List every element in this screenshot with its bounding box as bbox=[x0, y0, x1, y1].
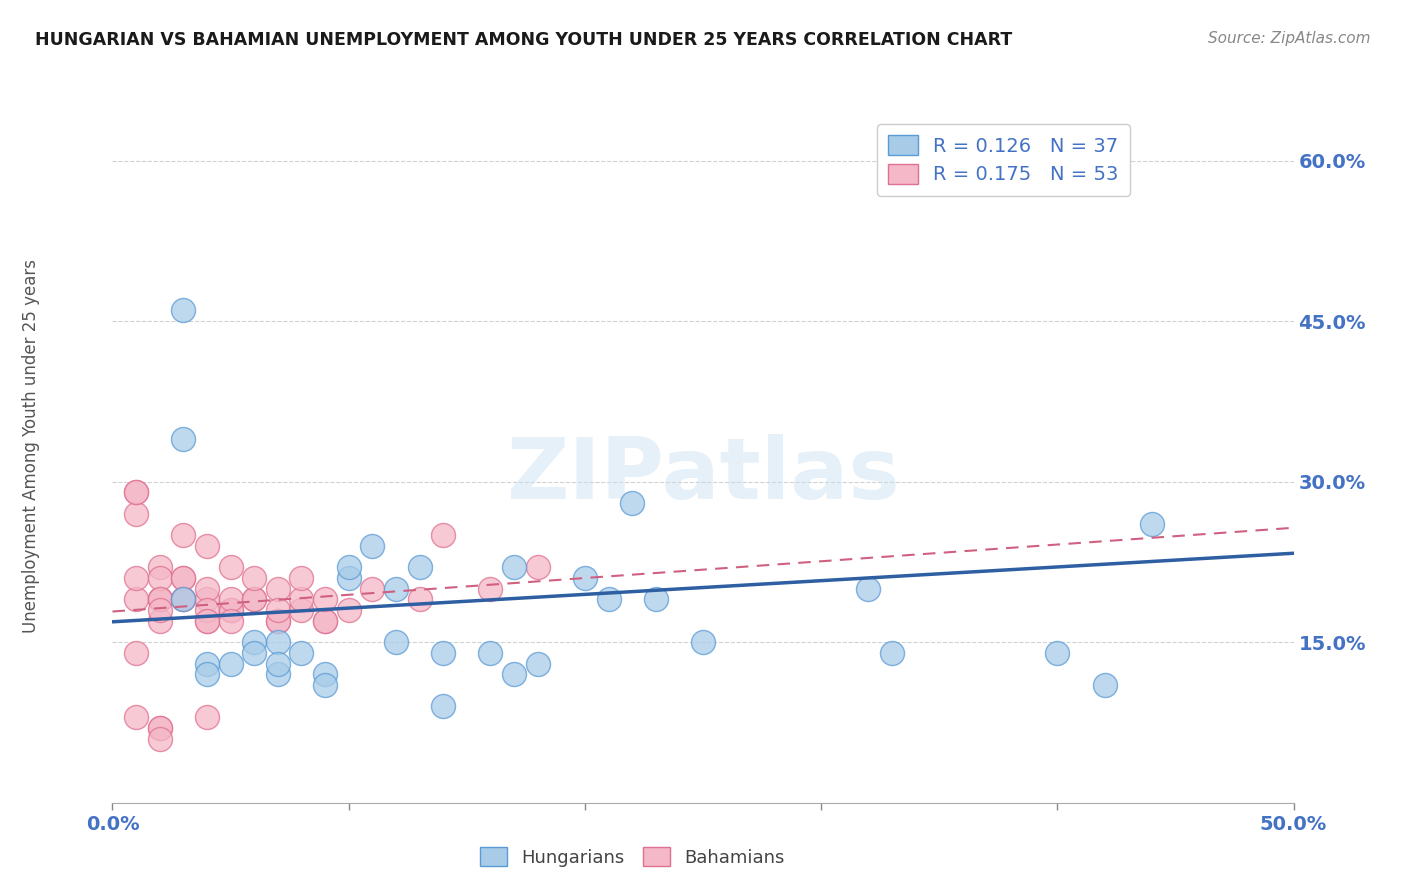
Point bbox=[337, 603, 360, 617]
Point bbox=[172, 592, 194, 607]
Point bbox=[172, 592, 194, 607]
Point bbox=[219, 603, 242, 617]
Point bbox=[385, 635, 408, 649]
Point bbox=[290, 646, 312, 660]
Point bbox=[290, 571, 312, 585]
Point bbox=[1140, 517, 1163, 532]
Text: HUNGARIAN VS BAHAMIAN UNEMPLOYMENT AMONG YOUTH UNDER 25 YEARS CORRELATION CHART: HUNGARIAN VS BAHAMIAN UNEMPLOYMENT AMONG… bbox=[35, 31, 1012, 49]
Point bbox=[290, 603, 312, 617]
Point bbox=[267, 667, 290, 681]
Point bbox=[1046, 646, 1069, 660]
Point bbox=[314, 614, 336, 628]
Point bbox=[432, 646, 454, 660]
Point bbox=[195, 539, 218, 553]
Point bbox=[526, 560, 548, 574]
Point bbox=[526, 657, 548, 671]
Point bbox=[219, 614, 242, 628]
Point bbox=[314, 667, 336, 681]
Point bbox=[314, 678, 336, 692]
Point bbox=[219, 657, 242, 671]
Point bbox=[1094, 678, 1116, 692]
Point bbox=[267, 635, 290, 649]
Point bbox=[149, 721, 172, 735]
Point bbox=[149, 592, 172, 607]
Point bbox=[125, 710, 148, 724]
Point bbox=[479, 646, 502, 660]
Point bbox=[195, 667, 218, 681]
Text: Unemployment Among Youth under 25 years: Unemployment Among Youth under 25 years bbox=[22, 259, 39, 633]
Point bbox=[267, 614, 290, 628]
Point bbox=[172, 571, 194, 585]
Point bbox=[149, 603, 172, 617]
Point bbox=[644, 592, 666, 607]
Point bbox=[337, 571, 360, 585]
Point bbox=[125, 507, 148, 521]
Point bbox=[314, 614, 336, 628]
Point bbox=[219, 603, 242, 617]
Point bbox=[125, 592, 148, 607]
Point bbox=[195, 614, 218, 628]
Point bbox=[408, 560, 430, 574]
Point bbox=[432, 528, 454, 542]
Point bbox=[172, 528, 194, 542]
Text: ZIPatlas: ZIPatlas bbox=[506, 434, 900, 517]
Point bbox=[503, 560, 526, 574]
Point bbox=[621, 496, 644, 510]
Point bbox=[195, 592, 218, 607]
Point bbox=[149, 614, 172, 628]
Point bbox=[290, 592, 312, 607]
Point bbox=[172, 571, 194, 585]
Point bbox=[195, 710, 218, 724]
Point bbox=[125, 485, 148, 500]
Point bbox=[598, 592, 620, 607]
Point bbox=[125, 571, 148, 585]
Point bbox=[195, 582, 218, 596]
Point bbox=[337, 560, 360, 574]
Point bbox=[408, 592, 430, 607]
Point bbox=[243, 635, 266, 649]
Point bbox=[195, 603, 218, 617]
Point bbox=[432, 699, 454, 714]
Point bbox=[858, 582, 880, 596]
Point bbox=[503, 667, 526, 681]
Point bbox=[243, 592, 266, 607]
Point bbox=[692, 635, 714, 649]
Point bbox=[125, 646, 148, 660]
Point bbox=[195, 657, 218, 671]
Point bbox=[243, 646, 266, 660]
Point bbox=[267, 582, 290, 596]
Text: Source: ZipAtlas.com: Source: ZipAtlas.com bbox=[1208, 31, 1371, 46]
Point bbox=[195, 614, 218, 628]
Point bbox=[219, 592, 242, 607]
Point bbox=[125, 485, 148, 500]
Point bbox=[219, 560, 242, 574]
Point bbox=[149, 592, 172, 607]
Legend: Hungarians, Bahamians: Hungarians, Bahamians bbox=[472, 840, 792, 874]
Point bbox=[574, 571, 596, 585]
Point bbox=[314, 592, 336, 607]
Point bbox=[880, 646, 903, 660]
Point bbox=[385, 582, 408, 596]
Point bbox=[172, 592, 194, 607]
Point bbox=[149, 560, 172, 574]
Point bbox=[243, 571, 266, 585]
Point bbox=[149, 731, 172, 746]
Point bbox=[243, 592, 266, 607]
Point bbox=[149, 571, 172, 585]
Point bbox=[267, 603, 290, 617]
Point bbox=[361, 582, 384, 596]
Point bbox=[172, 432, 194, 446]
Point bbox=[149, 592, 172, 607]
Point bbox=[267, 657, 290, 671]
Point bbox=[361, 539, 384, 553]
Point bbox=[172, 303, 194, 318]
Point bbox=[267, 614, 290, 628]
Point bbox=[897, 132, 920, 146]
Point bbox=[479, 582, 502, 596]
Point bbox=[149, 721, 172, 735]
